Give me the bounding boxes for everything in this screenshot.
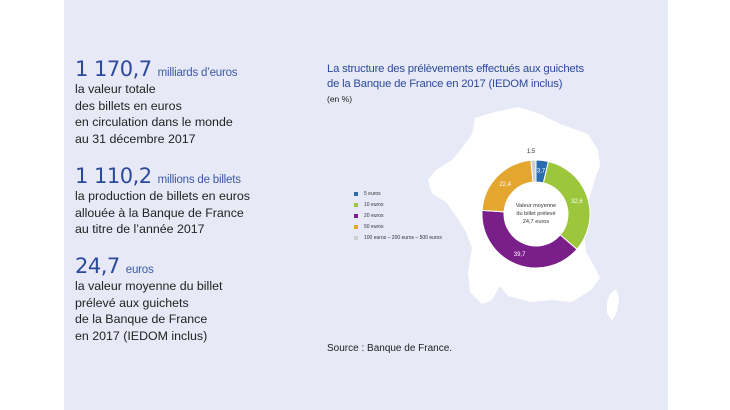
legend-label: 20 euros: [364, 212, 384, 219]
chart-unit: (en %): [327, 94, 353, 104]
stat-value: 1 110,2: [75, 164, 152, 188]
stat-block-total-value: 1 170,7 milliards d’euros la valeur tota…: [75, 57, 238, 147]
legend-swatch: [354, 213, 358, 218]
pie-value-label: 32,6: [571, 199, 583, 205]
legend-label: 10 euros: [364, 201, 384, 208]
stat-value: 1 170,7: [75, 57, 152, 81]
stat-desc-line: la valeur totale: [75, 82, 156, 96]
chart-title-line: La structure des prélèvements effectués …: [327, 63, 584, 75]
donut-chart: 3,7 32,6 39,7 22,4 1,5 Valeur moyenne du bille…: [481, 149, 591, 269]
stat-block-average-value: 24,7 euros la valeur moyenne du billet p…: [75, 254, 222, 344]
stat-desc-line: prélevé aux guichets: [75, 295, 189, 310]
stat-desc-line: de la Banque de France: [75, 312, 208, 326]
pie-slice-2: [542, 160, 591, 250]
legend-item: 50 euros: [354, 221, 442, 232]
legend-swatch: [354, 191, 358, 196]
legend-label: 5 euros: [364, 190, 381, 197]
legend-swatch: [354, 224, 358, 229]
pie-value-label: 1,5: [527, 149, 536, 155]
donut-center-label: Valeur moyenne: [516, 203, 556, 209]
stat-desc-line: au titre de l’année 2017: [75, 222, 205, 236]
pie-slice-3: [481, 209, 578, 269]
stat-desc-line: en circulation dans le monde: [75, 115, 233, 129]
donut-center-label: 24,7 euros: [523, 219, 550, 225]
legend-swatch: [354, 202, 358, 207]
pie-value-label: 39,7: [514, 252, 526, 258]
pie-value-label: 3,7: [537, 168, 546, 174]
legend-label: 100 euros – 200 euros – 500 euros: [364, 234, 442, 241]
pie-value-label: 22,4: [499, 182, 511, 188]
legend-item: 100 euros – 200 euros – 500 euros: [354, 232, 442, 243]
stat-unit: millions de billets: [157, 174, 241, 186]
stat-desc-line: au 31 décembre 2017: [75, 131, 196, 146]
legend-item: 20 euros: [354, 210, 442, 221]
stat-desc-line: allouée à la Banque de France: [75, 205, 244, 220]
stat-desc-line: des billets en euros: [75, 98, 182, 113]
stat-unit: milliards d’euros: [157, 67, 238, 79]
stat-value: 24,7: [75, 254, 120, 278]
stat-desc-line: en 2017 (IEDOM inclus): [75, 328, 208, 343]
corsica-silhouette: [607, 289, 619, 321]
stat-desc-line: la valeur moyenne du billet: [75, 279, 223, 293]
chart-legend: 5 euros 10 euros 20 euros 50 euros 100 euros…: [354, 188, 442, 243]
chart-title: La structure des prélèvements effectués …: [327, 62, 584, 91]
donut-center-label: du billet prélevé: [516, 211, 555, 217]
legend-label: 50 euros: [364, 223, 384, 230]
legend-item: 10 euros: [354, 199, 442, 210]
stat-block-production: 1 110,2 millions de billets la productio…: [75, 164, 250, 238]
pie-slice-5: [530, 159, 537, 183]
legend-item: 5 euros: [354, 188, 442, 199]
stat-desc-line: la production de billets en euros: [75, 189, 250, 203]
stat-unit: euros: [125, 264, 154, 276]
source-note: Source : Banque de France.: [327, 343, 453, 354]
chart-title-line: de la Banque de France en 2017 (IEDOM in…: [327, 77, 563, 90]
legend-swatch: [354, 235, 358, 240]
